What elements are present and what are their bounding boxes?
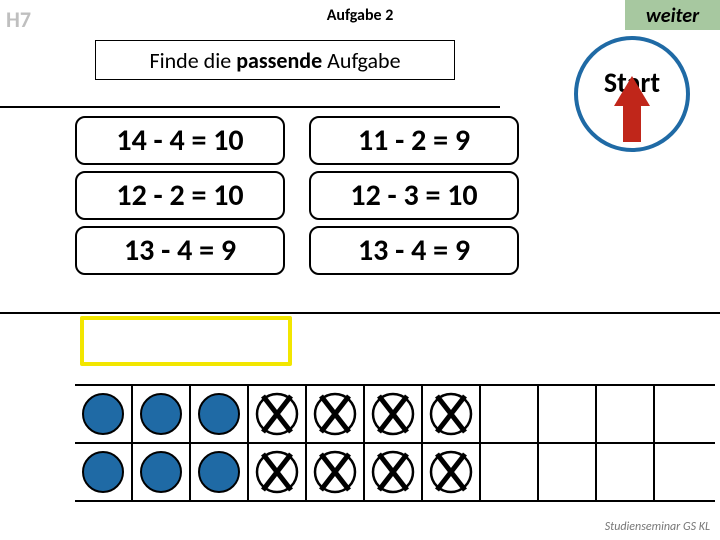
blue-dot-icon <box>82 451 124 493</box>
answer-slot[interactable] <box>80 316 292 366</box>
divider-top <box>0 106 500 108</box>
instruction-pre: Finde die <box>149 47 236 74</box>
token-cell <box>133 386 191 442</box>
crossed-dot-icon <box>427 448 475 496</box>
token-cell <box>133 444 191 500</box>
corner-label: H7 <box>6 6 31 33</box>
blue-dot-icon <box>140 451 182 493</box>
blue-dot-icon <box>140 393 182 435</box>
equation-card[interactable]: 13 - 4 = 9 <box>75 226 285 275</box>
crossed-dot-icon <box>369 390 417 438</box>
crossed-dot-icon <box>311 390 359 438</box>
equation-card[interactable]: 14 - 4 = 10 <box>75 116 285 165</box>
divider-mid <box>0 312 720 314</box>
instruction: Finde die passende Aufgabe <box>95 40 455 80</box>
token-cell <box>191 444 249 500</box>
token-cell <box>249 386 307 442</box>
blue-dot-icon <box>198 451 240 493</box>
token-cell <box>75 386 133 442</box>
token-cell <box>597 386 655 442</box>
footer-credit: Studienseminar GS KL <box>605 520 710 534</box>
token-cell <box>191 386 249 442</box>
token-cell <box>365 386 423 442</box>
crossed-dot-icon <box>253 390 301 438</box>
crossed-dot-icon <box>427 390 475 438</box>
token-cell <box>249 444 307 500</box>
blue-dot-icon <box>198 393 240 435</box>
token-cell <box>423 444 481 500</box>
token-cell <box>365 444 423 500</box>
task-title: Aufgabe 2 <box>327 6 394 25</box>
start-button[interactable]: Start <box>574 36 690 152</box>
token-cell <box>539 386 597 442</box>
token-cell <box>539 444 597 500</box>
start-arrow-body <box>623 102 641 142</box>
blue-dot-icon <box>82 393 124 435</box>
equation-card[interactable]: 11 - 2 = 9 <box>309 116 519 165</box>
token-cell <box>307 386 365 442</box>
instruction-post: Aufgabe <box>322 47 400 74</box>
crossed-dot-icon <box>369 448 417 496</box>
token-grid <box>75 384 715 502</box>
crossed-dot-icon <box>253 448 301 496</box>
equation-col-left: 14 - 4 = 10 12 - 2 = 10 13 - 4 = 9 <box>75 116 285 316</box>
crossed-dot-icon <box>311 448 359 496</box>
token-cell <box>597 444 655 500</box>
start-arrow-head-icon <box>614 76 650 106</box>
equation-col-right: 11 - 2 = 9 12 - 3 = 10 13 - 4 = 9 <box>309 116 519 316</box>
token-cell <box>423 386 481 442</box>
token-cell <box>481 386 539 442</box>
equation-card[interactable]: 12 - 3 = 10 <box>309 171 519 220</box>
token-cell <box>307 444 365 500</box>
token-row <box>75 442 715 502</box>
next-button[interactable]: weiter <box>625 0 720 30</box>
equation-grid: 14 - 4 = 10 12 - 2 = 10 13 - 4 = 9 11 - … <box>75 116 545 316</box>
token-cell <box>481 444 539 500</box>
instruction-bold: passende <box>236 47 322 74</box>
token-row <box>75 384 715 442</box>
token-cell <box>75 444 133 500</box>
equation-card[interactable]: 12 - 2 = 10 <box>75 171 285 220</box>
equation-card[interactable]: 13 - 4 = 9 <box>309 226 519 275</box>
